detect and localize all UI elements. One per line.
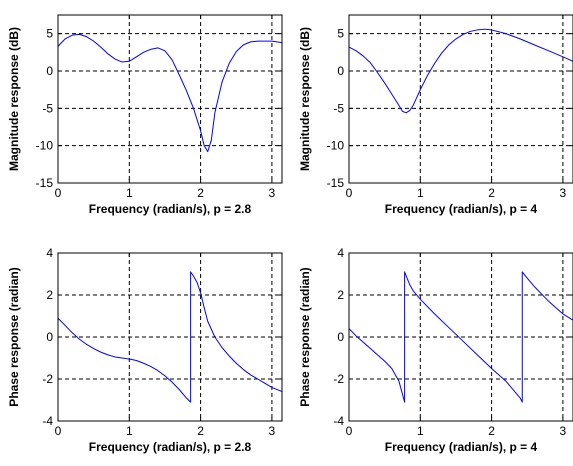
x-tick-label: 0 bbox=[346, 424, 353, 438]
x-tick-label: 1 bbox=[417, 186, 424, 200]
y-axis-label: Magnitude response (dB) bbox=[7, 27, 21, 171]
y-tick-label: -10 bbox=[36, 139, 54, 153]
y-tick-label: -5 bbox=[42, 101, 53, 115]
x-tick-label: 3 bbox=[269, 186, 276, 200]
x-axis-label: Frequency (radian/s), p = 4 bbox=[385, 440, 538, 454]
x-tick-label: 1 bbox=[126, 424, 133, 438]
axes-frame bbox=[57, 14, 283, 184]
x-tick-label: 0 bbox=[346, 186, 353, 200]
y-tick-label: 4 bbox=[337, 246, 344, 260]
y-tick-label: 2 bbox=[46, 288, 53, 302]
x-tick-label: 0 bbox=[55, 186, 62, 200]
x-axis-label: Frequency (radian/s), p = 4 bbox=[385, 202, 538, 216]
y-tick-label: 4 bbox=[46, 246, 53, 260]
x-tick-label: 3 bbox=[560, 186, 567, 200]
y-tick-label: -15 bbox=[327, 176, 345, 190]
y-tick-label: 0 bbox=[46, 64, 53, 78]
x-tick-label: 1 bbox=[417, 424, 424, 438]
y-tick-label: -5 bbox=[333, 101, 344, 115]
y-tick-label: -4 bbox=[333, 414, 344, 428]
y-tick-label: 0 bbox=[337, 64, 344, 78]
x-axis-label: Frequency (radian/s), p = 2.8 bbox=[89, 202, 252, 216]
chart-4: 0 1 2 3 -4 -2 0 2 4 Frequency (radian/s), p = 4 Ph… bbox=[298, 246, 573, 454]
y-tick-label: -15 bbox=[36, 176, 54, 190]
x-tick-label: 3 bbox=[560, 424, 567, 438]
x-tick-label: 3 bbox=[269, 424, 276, 438]
axes-frame bbox=[348, 14, 573, 184]
series-line bbox=[57, 271, 283, 403]
y-tick-label: 0 bbox=[337, 330, 344, 344]
y-tick-label: -4 bbox=[42, 414, 53, 428]
y-axis-label: Magnitude response (dB) bbox=[298, 27, 312, 171]
series-line bbox=[348, 28, 573, 114]
y-tick-label: 0 bbox=[46, 330, 53, 344]
y-axis-label: Phase response (radian) bbox=[298, 267, 312, 406]
series-line bbox=[348, 271, 573, 403]
x-tick-label: 2 bbox=[197, 186, 204, 200]
x-tick-label: 2 bbox=[197, 424, 204, 438]
chart-1: 0 1 2 3 -15 -10 -5 0 5 Frequency (radian/s), p = … bbox=[7, 14, 283, 216]
chart-3: 0 1 2 3 -4 -2 0 2 4 Frequency (radian/s), p = 2.8… bbox=[7, 246, 283, 454]
y-tick-label: -2 bbox=[333, 372, 344, 386]
y-tick-label: 2 bbox=[337, 288, 344, 302]
y-tick-label: -2 bbox=[42, 372, 53, 386]
y-tick-label: 5 bbox=[46, 27, 53, 41]
y-tick-label: 5 bbox=[337, 27, 344, 41]
chart-2: 0 1 2 3 -15 -10 -5 0 5 Frequency (radian/s), p = … bbox=[298, 14, 573, 216]
x-tick-label: 2 bbox=[488, 186, 495, 200]
x-axis-label: Frequency (radian/s), p = 2.8 bbox=[89, 440, 252, 454]
x-tick-label: 0 bbox=[55, 424, 62, 438]
y-tick-label: -10 bbox=[327, 139, 345, 153]
plot-area bbox=[349, 15, 573, 183]
series-line bbox=[57, 33, 283, 153]
y-axis-label: Phase response (radian) bbox=[7, 267, 21, 406]
x-tick-label: 2 bbox=[488, 424, 495, 438]
x-tick-label: 1 bbox=[126, 186, 133, 200]
